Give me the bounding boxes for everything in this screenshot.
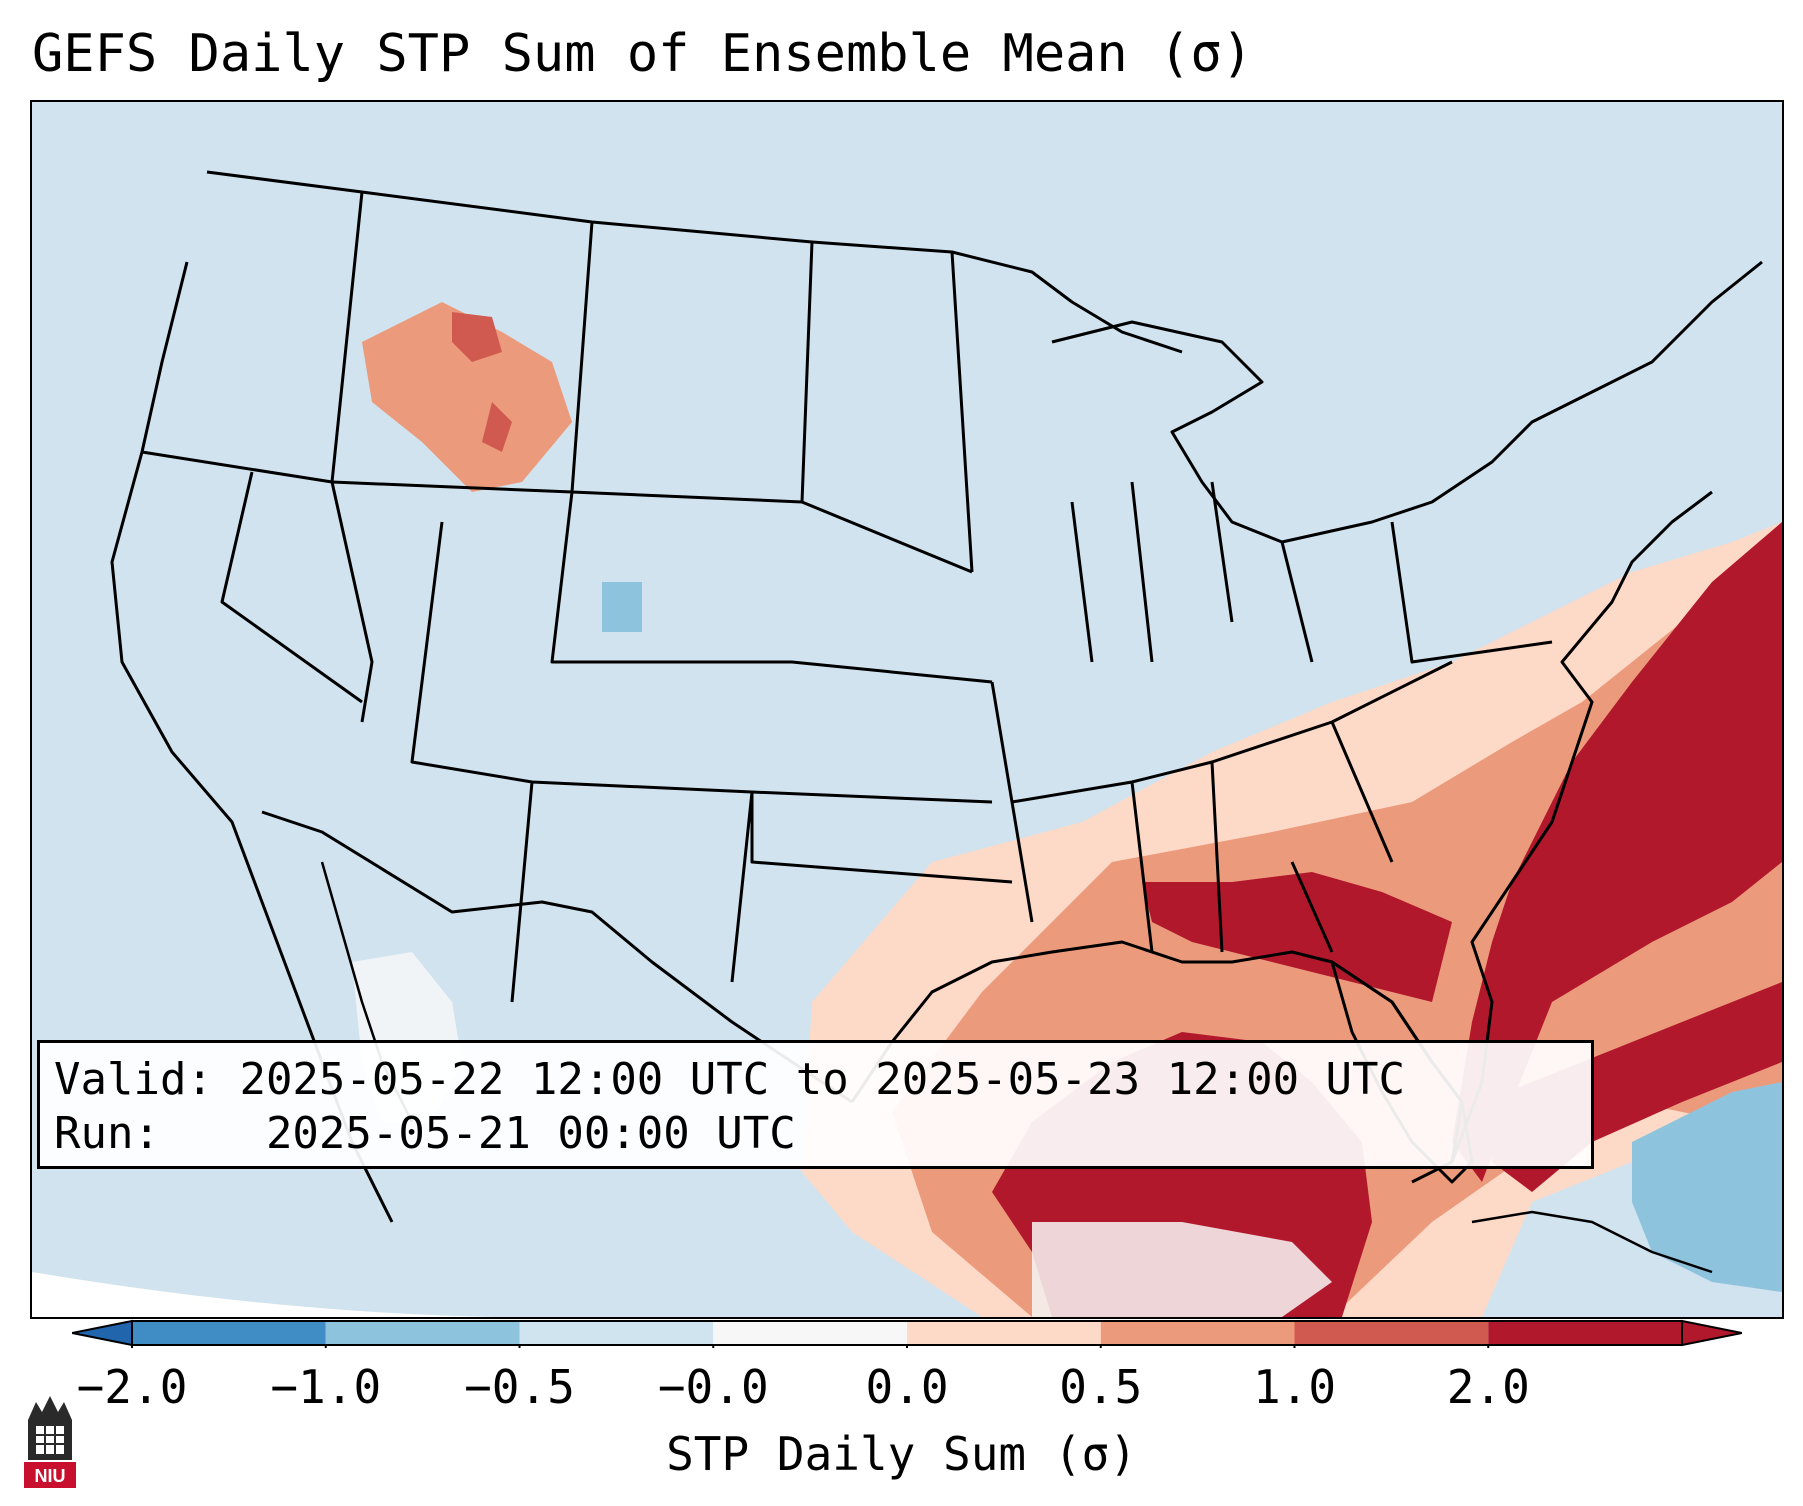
colorbar-tick-label: 2.0: [1446, 1360, 1530, 1414]
colorbar-segment: [713, 1321, 907, 1345]
colorbar-extend-high: [1681, 1319, 1742, 1347]
region-near-zero: [1032, 1222, 1332, 1317]
east-coastline: [1450, 490, 1713, 1163]
colorbar-label: STP Daily Sum (σ): [666, 1427, 1137, 1481]
us-canada-border: [206, 170, 1183, 354]
colorbar-segment: [325, 1321, 520, 1345]
region-positive-dark-atlantic: [1452, 522, 1782, 1182]
region-negative-colorado: [602, 582, 642, 632]
colorbar-segment: [132, 1321, 326, 1345]
colorbar-tick-label: −0.5: [464, 1360, 575, 1414]
colorbar-tick-label: −1.0: [270, 1360, 382, 1414]
colorbar-segment: [1294, 1321, 1489, 1345]
colorbar-tick-label: 0.5: [1059, 1360, 1143, 1414]
run-label: Run:: [54, 1108, 160, 1159]
colorbar-tick-label: 0.0: [865, 1360, 949, 1414]
colorbar-tick-label: −0.0: [657, 1360, 769, 1414]
colorbar-segment: [907, 1321, 1101, 1345]
run-value: 2025-05-21 00:00 UTC: [265, 1108, 796, 1159]
colorbar-extend-low: [72, 1319, 133, 1347]
validity-info-box: Valid: 2025-05-22 12:00 UTC to 2025-05-2…: [37, 1040, 1594, 1169]
colorbar-tick-label: −2.0: [76, 1360, 188, 1414]
state-lines: [141, 191, 1553, 1003]
map-title: GEFS Daily STP Sum of Ensemble Mean (σ): [32, 24, 1253, 84]
colorbar-segment: [1488, 1321, 1682, 1345]
colorbar-segment: [1100, 1321, 1295, 1345]
great-lakes: [1051, 260, 1763, 544]
projection-edge: [32, 1272, 592, 1317]
valid-label: Valid:: [54, 1054, 213, 1105]
colorbar-segment: [519, 1321, 714, 1345]
region-idaho-dark: [452, 312, 502, 362]
region-negative-bahamas: [1632, 1082, 1782, 1292]
colorbar: [72, 1319, 1742, 1348]
region-idaho-dark-2: [482, 402, 512, 452]
region-idaho: [362, 302, 572, 492]
colorbar-tick-label: 1.0: [1252, 1360, 1337, 1414]
valid-value: 2025-05-22 12:00 UTC to 2025-05-23 12:00…: [239, 1054, 1406, 1105]
cuba: [1471, 1210, 1713, 1274]
niu-logo-icon: NIU: [24, 1396, 76, 1488]
logo-text: NIU: [35, 1466, 66, 1486]
